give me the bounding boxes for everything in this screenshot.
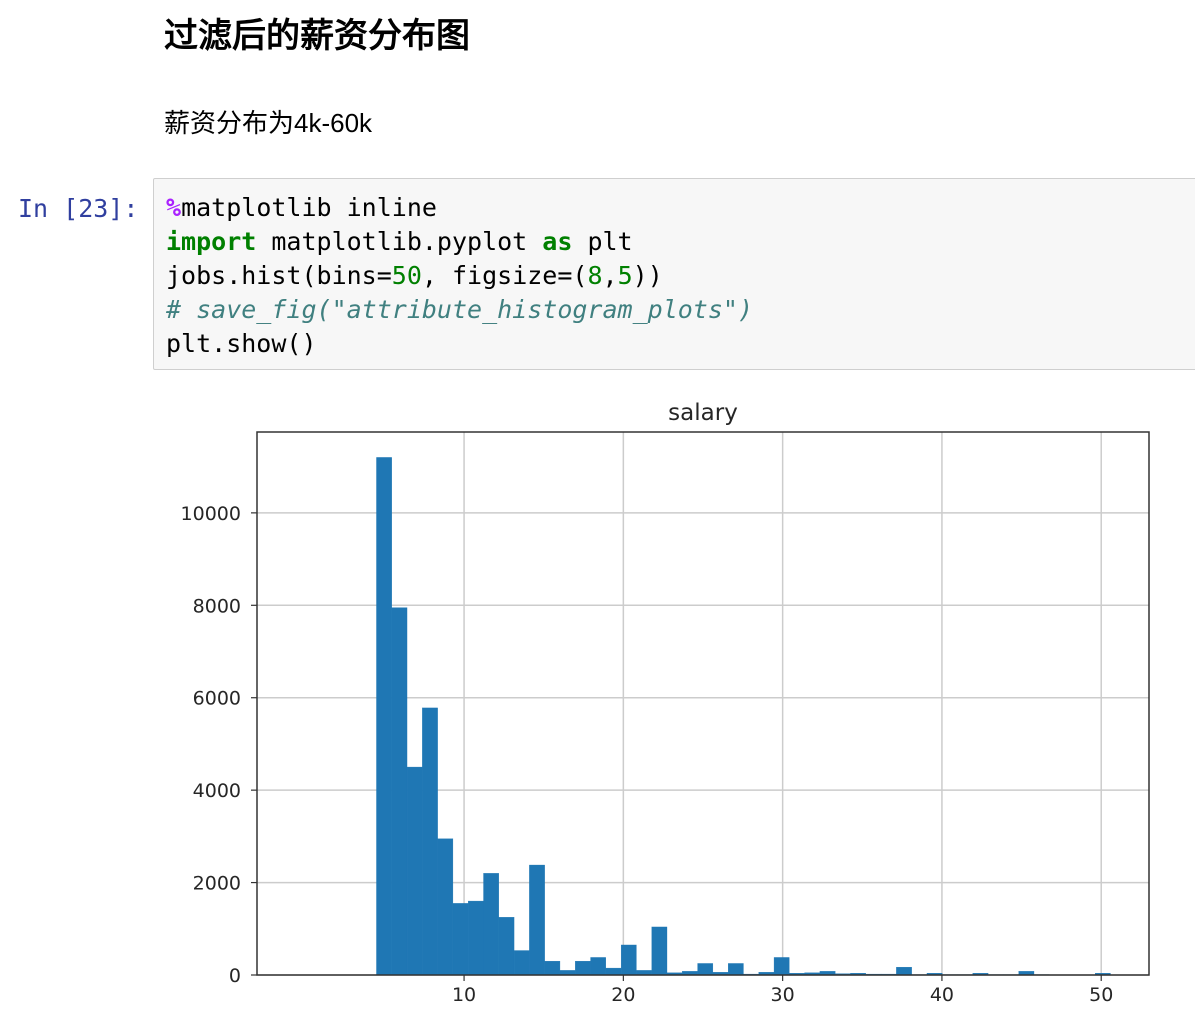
show-call: plt.show() <box>166 329 317 358</box>
chart-title: salary <box>668 400 738 426</box>
x-tick-label: 40 <box>930 984 954 1006</box>
code-cell-editor[interactable]: %matplotlib inline import matplotlib.pyp… <box>153 178 1195 370</box>
y-tick-label: 10000 <box>181 503 241 525</box>
histogram-bar <box>728 963 744 976</box>
hist-call-prefix: jobs.hist(bins= <box>166 261 392 290</box>
module-alias: plt <box>572 227 633 256</box>
y-tick-label: 8000 <box>193 595 241 617</box>
histogram-bar <box>422 707 438 976</box>
code-text[interactable]: %matplotlib inline import matplotlib.pyp… <box>166 191 753 361</box>
x-tick-label: 10 <box>452 984 476 1006</box>
import-keyword: import <box>166 227 257 256</box>
y-tick-label: 4000 <box>193 780 241 802</box>
histogram-bar <box>437 838 454 976</box>
hist-call-mid: , figsize=( <box>421 261 588 290</box>
code-comment: # save_fig("attribute_histogram_plots") <box>166 295 753 324</box>
histogram-bar <box>468 900 484 976</box>
histogram-bar <box>605 967 622 976</box>
magic-percent: % <box>166 193 182 222</box>
y-tick-label: 2000 <box>193 873 241 895</box>
x-tick-label: 50 <box>1089 984 1113 1006</box>
histogram-bar <box>896 966 912 976</box>
histogram-bar <box>697 963 714 976</box>
histogram-bar <box>452 903 469 976</box>
cell-output: 10 20 30 40 50 0 2000 4000 6000 8000 10000 salary <box>160 385 1170 1025</box>
histogram-bar <box>376 457 392 976</box>
histogram-bar <box>590 957 606 976</box>
histogram-bar <box>483 873 499 976</box>
hist-call-end: )) <box>632 261 663 290</box>
magic-command: matplotlib inline <box>181 193 437 222</box>
histogram-bar <box>575 960 591 976</box>
histogram-bar <box>498 917 515 976</box>
x-tick-label: 20 <box>611 984 635 1006</box>
histogram-bar <box>513 950 530 976</box>
histogram-bar <box>773 957 790 976</box>
histogram-bar <box>391 607 408 976</box>
histogram-bars <box>376 457 1142 976</box>
as-keyword: as <box>542 227 573 256</box>
section-title: 过滤后的薪资分布图 <box>164 16 470 56</box>
axis-ticks: 10 20 30 40 50 0 2000 4000 6000 8000 10000 <box>181 503 1114 1006</box>
histogram-chart: 10 20 30 40 50 0 2000 4000 6000 8000 10000 salary <box>181 400 1150 1006</box>
figsize-comma: , <box>602 261 618 290</box>
figsize-width: 8 <box>587 261 603 290</box>
figsize-height: 5 <box>617 261 633 290</box>
x-tick-label: 30 <box>771 984 795 1006</box>
histogram-bar <box>544 960 561 976</box>
plot-frame <box>256 431 1150 976</box>
histogram-bar <box>620 944 637 976</box>
bins-number: 50 <box>391 261 422 290</box>
section-description: 薪资分布为4k-60k <box>164 108 373 138</box>
module-name: matplotlib.pyplot <box>256 227 543 256</box>
y-tick-label: 6000 <box>193 688 241 710</box>
histogram-bar <box>406 766 423 976</box>
histogram-bar <box>651 926 668 976</box>
histogram-bar <box>529 864 545 976</box>
input-prompt: In [23]: <box>18 194 139 223</box>
y-tick-label: 0 <box>229 965 241 987</box>
